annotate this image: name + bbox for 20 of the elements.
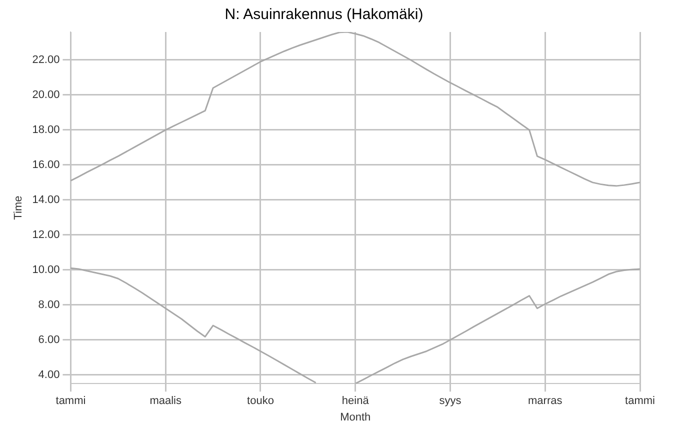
x-tick-label: touko [247, 395, 274, 408]
chart-title: N: Asuinrakennus (Hakomäki) [224, 6, 424, 24]
y-tick-label: 8.00 [38, 298, 60, 311]
x-tick-label: tammi [56, 395, 86, 408]
y-tick-label: 22.00 [32, 54, 60, 66]
y-tick-label: 16.00 [32, 158, 60, 171]
y-tick-label: 20.00 [32, 89, 60, 102]
y-tick-label: 10.00 [32, 264, 60, 276]
y-axis-title: Time [12, 196, 25, 220]
y-tick-label: 14.00 [32, 194, 60, 206]
x-axis-title: Month [340, 411, 371, 424]
y-tick-label: 12.00 [32, 228, 60, 241]
x-tick-label: tammi [625, 395, 655, 408]
y-tick-label: 18.00 [32, 124, 60, 136]
x-tick-label: heinä [342, 395, 370, 408]
x-tick-label: syys [439, 395, 462, 408]
y-tick-label: 4.00 [38, 368, 60, 381]
y-tick-label: 6.00 [38, 334, 60, 346]
x-tick-label: maalis [150, 395, 182, 408]
x-tick-label: marras [528, 395, 563, 408]
